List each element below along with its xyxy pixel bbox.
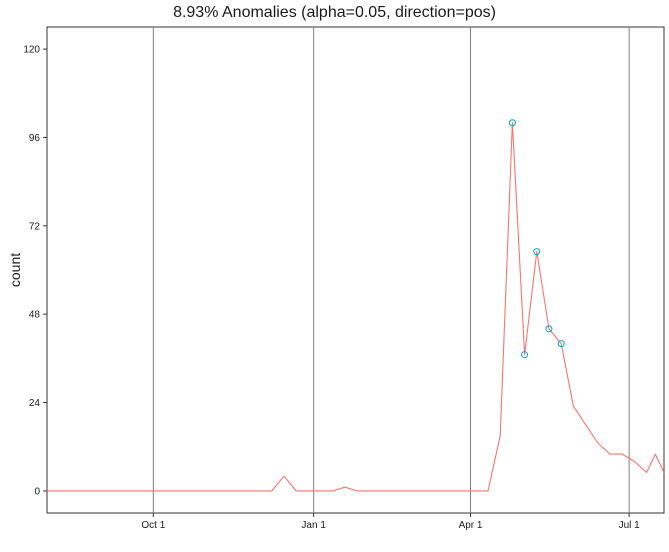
y-tick-label: 96 — [29, 133, 41, 144]
grid-layer — [152, 27, 630, 513]
anomaly-point — [557, 340, 565, 348]
y-tick-label: 48 — [29, 310, 41, 321]
anomaly-point — [545, 325, 553, 333]
anomaly-layer — [508, 119, 565, 359]
y-tick-label: 120 — [23, 45, 40, 56]
chart-title: 8.93% Anomalies (alpha=0.05, direction=p… — [173, 4, 496, 21]
plot-panel — [46, 26, 665, 514]
y-axis-label: count — [7, 253, 23, 287]
anomaly-point — [508, 119, 516, 127]
anomaly-point — [521, 351, 529, 359]
series-line — [47, 122, 665, 492]
anomaly-point — [533, 248, 541, 256]
y-tick-label: 24 — [29, 398, 41, 409]
x-tick-label: Jul 1 — [619, 520, 641, 531]
x-tick-label: Oct 1 — [141, 520, 165, 531]
y-tick-label: 0 — [34, 486, 40, 497]
x-tick-label: Apr 1 — [459, 520, 483, 531]
series-layer — [47, 122, 665, 492]
x-axis: Oct 1 Jan 1 Apr 1 Jul 1 — [141, 513, 640, 531]
y-tick-label: 72 — [29, 221, 41, 232]
y-axis: 0 24 48 72 96 120 — [23, 45, 47, 497]
x-tick-label: Jan 1 — [301, 520, 326, 531]
